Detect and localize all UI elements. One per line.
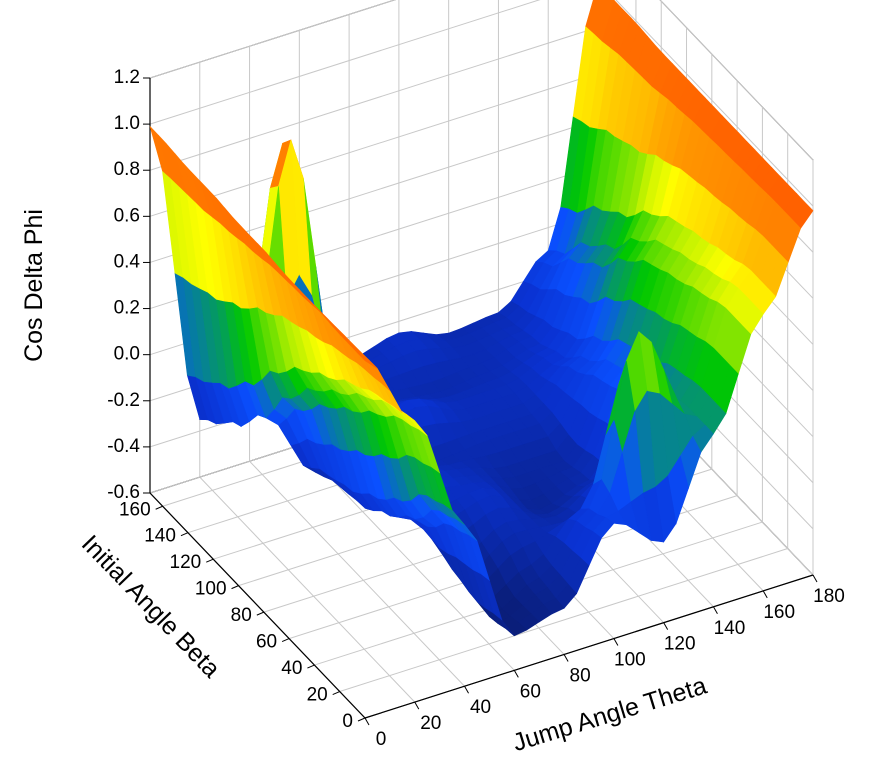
gridline xyxy=(149,0,397,79)
y-tick-mark xyxy=(256,611,265,616)
y-tick-label: 60 xyxy=(256,632,277,653)
z-tick-label: -0.4 xyxy=(107,436,140,457)
z-axis-title: Cos Delta Phi xyxy=(20,209,48,362)
z-tick-label: 1.0 xyxy=(114,113,140,134)
gridline xyxy=(149,72,599,217)
x-tick-mark xyxy=(364,717,370,726)
x-tick-mark xyxy=(513,670,519,678)
y-tick-mark xyxy=(206,558,214,563)
x-tick-mark xyxy=(613,638,619,646)
y-tick-label: 160 xyxy=(119,499,151,520)
x-tick-mark xyxy=(464,685,469,694)
y-tick-label: 80 xyxy=(231,605,252,626)
x-tick-label: 0 xyxy=(376,729,387,750)
y-tick-mark xyxy=(180,532,189,537)
gridline xyxy=(615,0,814,207)
x-tick-label: 60 xyxy=(520,681,541,702)
y-tick-mark xyxy=(281,638,290,643)
y-axis-title: Initial Angle Beta xyxy=(76,530,226,683)
y-tick-label: 40 xyxy=(281,658,302,679)
y-tick-mark xyxy=(155,505,163,510)
x-tick-label: 100 xyxy=(614,650,646,671)
x-tick-label: 140 xyxy=(714,618,746,639)
x-tick-label: 40 xyxy=(470,697,491,718)
x-tick-mark xyxy=(563,654,569,662)
y-tick-label: 100 xyxy=(195,579,227,600)
x-tick-label: 180 xyxy=(813,586,845,607)
x-tick-mark xyxy=(812,574,818,583)
x-tick-label: 120 xyxy=(664,634,696,655)
z-tick-label: 1.2 xyxy=(114,67,140,88)
z-tick-label: 0.8 xyxy=(114,159,140,180)
y-tick-label: 20 xyxy=(307,685,328,706)
tick-layer: -0.6-0.4-0.20.00.20.40.60.81.01.20204060… xyxy=(107,67,845,750)
z-tick-label: 0.0 xyxy=(114,344,140,365)
z-tick-label: -0.2 xyxy=(107,390,140,411)
z-tick-label: 0.2 xyxy=(114,298,140,319)
y-tick-mark xyxy=(332,691,340,695)
gridline xyxy=(149,0,541,125)
z-tick-label: 0.4 xyxy=(114,251,141,272)
y-tick-mark xyxy=(231,585,239,590)
gridline xyxy=(339,548,788,693)
z-tick-label: 0.6 xyxy=(114,205,140,226)
y-axis-line xyxy=(149,492,366,719)
x-tick-mark xyxy=(414,701,420,710)
gridline xyxy=(199,476,416,703)
x-axis-line xyxy=(364,574,814,719)
gridline xyxy=(659,0,814,161)
y-tick-label: 120 xyxy=(170,552,202,573)
y-tick-label: 140 xyxy=(144,526,176,547)
x-tick-mark xyxy=(663,622,669,630)
gridline xyxy=(149,26,599,171)
surface-patch xyxy=(356,351,378,369)
x-tick-label: 160 xyxy=(763,602,795,623)
x-tick-label: 80 xyxy=(570,665,591,686)
z-tick-label: -0.6 xyxy=(107,482,140,503)
y-tick-mark xyxy=(357,717,366,722)
surface-layer xyxy=(149,0,814,637)
x-tick-mark xyxy=(762,590,768,599)
x-tick-label: 20 xyxy=(420,713,441,734)
y-tick-label: 0 xyxy=(342,711,353,732)
y-tick-mark xyxy=(307,664,315,669)
x-tick-mark xyxy=(713,606,718,615)
gridline xyxy=(249,460,465,687)
